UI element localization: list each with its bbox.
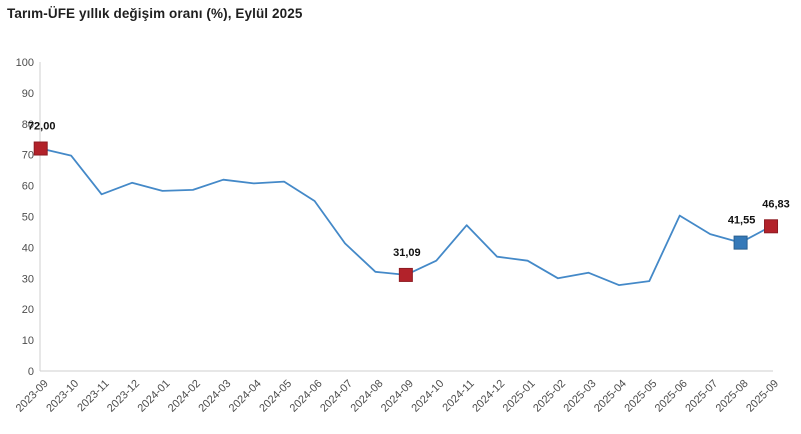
x-tick-label: 2025-07 [683,378,720,415]
y-tick-label: 40 [22,242,34,254]
x-tick-label: 2025-01 [501,378,538,415]
y-tick-label: 90 [22,88,34,100]
point-marker-2025-08[interactable] [733,235,748,250]
x-tick-label: 2023-12 [105,378,142,415]
x-tick-label: 2024-02 [166,378,203,415]
y-tick-label: 10 [22,335,34,347]
y-tick-label: 100 [16,57,34,69]
point-value-label: 46,83 [762,198,790,210]
x-tick-label: 2023-09 [14,378,51,415]
x-tick-label: 2025-08 [714,378,751,415]
y-tick-label: 30 [22,273,34,285]
y-tick-label: 70 [22,150,34,162]
point-marker-2023-09[interactable] [33,141,48,156]
y-tick-label: 0 [28,366,34,378]
x-tick-label: 2024-10 [409,378,446,415]
x-tick-label: 2023-10 [44,378,81,415]
series-line [39,147,772,287]
x-tick-label: 2024-06 [288,378,325,415]
x-tick-label: 2024-04 [227,378,264,415]
point-value-label: 41,55 [728,215,756,227]
x-tick-label: 2025-03 [562,378,599,415]
point-marker-2025-09[interactable] [764,219,779,234]
x-tick-label: 2025-05 [622,378,659,415]
x-tick-label: 2024-03 [196,378,233,415]
x-tick-label: 2025-06 [653,378,690,415]
x-tick-label: 2024-12 [470,378,507,415]
x-tick-label: 2025-04 [592,378,629,415]
x-tick-label: 2025-09 [744,378,781,415]
x-tick-label: 2025-02 [531,378,568,415]
x-tick-label: 2024-01 [136,378,173,415]
y-tick-label: 80 [22,119,34,131]
x-tick-label: 2024-09 [379,378,416,415]
chart-title: Tarım-ÜFE yıllık değişim oranı (%), Eylü… [7,6,303,21]
x-tick-label: 2024-05 [257,378,294,415]
point-value-label: 31,09 [393,247,421,259]
x-tick-label: 2024-07 [318,378,355,415]
point-marker-2024-09[interactable] [398,267,413,282]
y-tick-label: 60 [22,181,34,193]
point-value-label: 72,00 [28,121,56,133]
y-tick-label: 50 [22,212,34,224]
x-tick-label: 2024-08 [349,378,386,415]
y-tick-label: 20 [22,304,34,316]
